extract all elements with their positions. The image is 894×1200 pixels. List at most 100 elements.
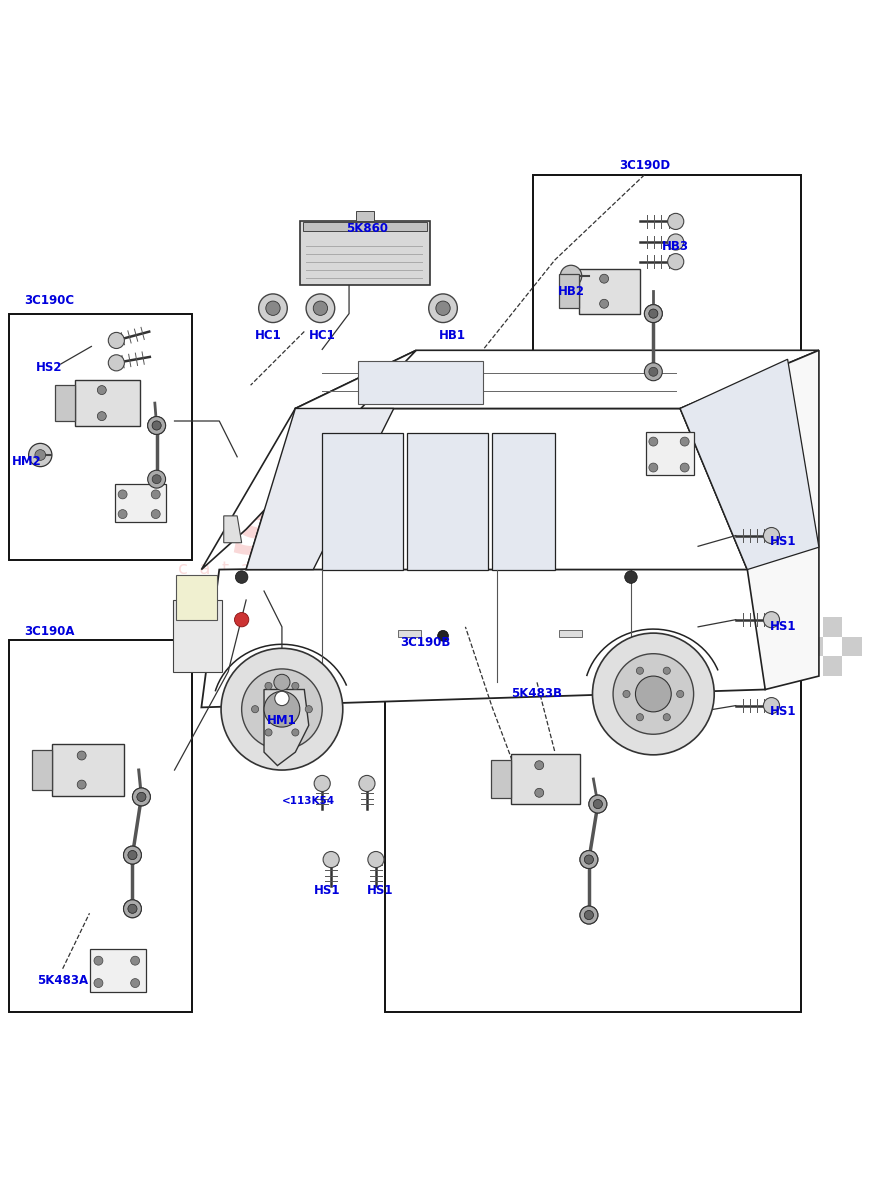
FancyBboxPatch shape: [398, 630, 420, 637]
Polygon shape: [264, 690, 308, 766]
Text: HS1: HS1: [769, 620, 796, 634]
Circle shape: [644, 305, 662, 323]
Circle shape: [94, 978, 103, 988]
Circle shape: [667, 234, 683, 250]
Circle shape: [264, 691, 299, 727]
Text: HB2: HB2: [557, 284, 584, 298]
FancyBboxPatch shape: [52, 744, 124, 796]
Circle shape: [291, 728, 299, 736]
Text: 3C190B: 3C190B: [400, 636, 450, 649]
Bar: [114, 484, 165, 522]
Circle shape: [763, 612, 779, 628]
Circle shape: [235, 571, 248, 583]
Text: 3C190C: 3C190C: [24, 294, 74, 307]
FancyBboxPatch shape: [822, 617, 841, 637]
FancyBboxPatch shape: [841, 637, 861, 656]
FancyBboxPatch shape: [32, 750, 52, 790]
Circle shape: [584, 856, 593, 864]
Circle shape: [132, 788, 150, 806]
Circle shape: [579, 851, 597, 869]
Bar: [532, 175, 800, 493]
Circle shape: [151, 510, 160, 518]
Polygon shape: [246, 408, 393, 570]
Circle shape: [428, 294, 457, 323]
Circle shape: [593, 799, 602, 809]
Circle shape: [648, 310, 657, 318]
Circle shape: [679, 437, 688, 446]
Circle shape: [118, 510, 127, 518]
Circle shape: [148, 416, 165, 434]
Text: HB1: HB1: [438, 330, 465, 342]
Bar: [645, 432, 693, 475]
FancyBboxPatch shape: [802, 637, 822, 656]
Circle shape: [648, 367, 657, 377]
Circle shape: [251, 706, 258, 713]
Polygon shape: [322, 433, 402, 570]
Circle shape: [128, 851, 137, 859]
Polygon shape: [679, 359, 818, 570]
FancyBboxPatch shape: [559, 630, 581, 637]
Circle shape: [131, 978, 139, 988]
Circle shape: [265, 683, 272, 690]
Circle shape: [648, 463, 657, 472]
Bar: [89, 949, 146, 992]
Circle shape: [128, 905, 137, 913]
Text: HS1: HS1: [769, 706, 796, 719]
Circle shape: [35, 450, 46, 461]
Circle shape: [579, 906, 597, 924]
Circle shape: [622, 690, 629, 697]
Circle shape: [152, 421, 161, 430]
Circle shape: [274, 674, 290, 690]
Circle shape: [258, 294, 287, 323]
Polygon shape: [246, 408, 746, 570]
Circle shape: [241, 668, 322, 750]
Text: HC1: HC1: [255, 330, 282, 342]
Circle shape: [636, 667, 643, 674]
Circle shape: [588, 796, 606, 814]
Circle shape: [108, 332, 124, 348]
Text: HS1: HS1: [313, 884, 340, 898]
Circle shape: [123, 846, 141, 864]
Circle shape: [323, 852, 339, 868]
Circle shape: [584, 856, 593, 864]
Text: HS1: HS1: [367, 884, 393, 898]
Circle shape: [667, 253, 683, 270]
Text: 5K860: 5K860: [346, 222, 387, 235]
Circle shape: [584, 911, 593, 919]
FancyBboxPatch shape: [173, 600, 222, 672]
Circle shape: [636, 714, 643, 721]
Circle shape: [314, 775, 330, 792]
Circle shape: [644, 362, 662, 380]
Circle shape: [763, 528, 779, 544]
Circle shape: [648, 310, 657, 318]
FancyBboxPatch shape: [782, 656, 802, 676]
Circle shape: [77, 751, 86, 760]
FancyBboxPatch shape: [559, 275, 578, 308]
Circle shape: [132, 788, 150, 806]
Circle shape: [560, 265, 581, 287]
Circle shape: [123, 900, 141, 918]
Circle shape: [676, 690, 683, 697]
Circle shape: [266, 301, 280, 316]
Circle shape: [584, 911, 593, 919]
Circle shape: [97, 412, 106, 421]
FancyBboxPatch shape: [578, 269, 639, 313]
Polygon shape: [201, 562, 764, 708]
FancyBboxPatch shape: [510, 755, 579, 804]
Circle shape: [358, 775, 375, 792]
Circle shape: [234, 612, 249, 626]
Circle shape: [128, 851, 137, 859]
Circle shape: [535, 788, 544, 797]
Circle shape: [367, 852, 384, 868]
Circle shape: [291, 683, 299, 690]
Text: c  a  t  a  l  o  g  u  e: c a t a l o g u e: [178, 559, 358, 577]
Circle shape: [592, 634, 713, 755]
Circle shape: [108, 355, 124, 371]
Circle shape: [123, 900, 141, 918]
Circle shape: [148, 416, 165, 434]
Text: solderfix: solderfix: [232, 496, 608, 570]
Text: 3C190A: 3C190A: [24, 625, 74, 638]
Circle shape: [635, 676, 670, 712]
Circle shape: [306, 294, 334, 323]
Circle shape: [612, 654, 693, 734]
